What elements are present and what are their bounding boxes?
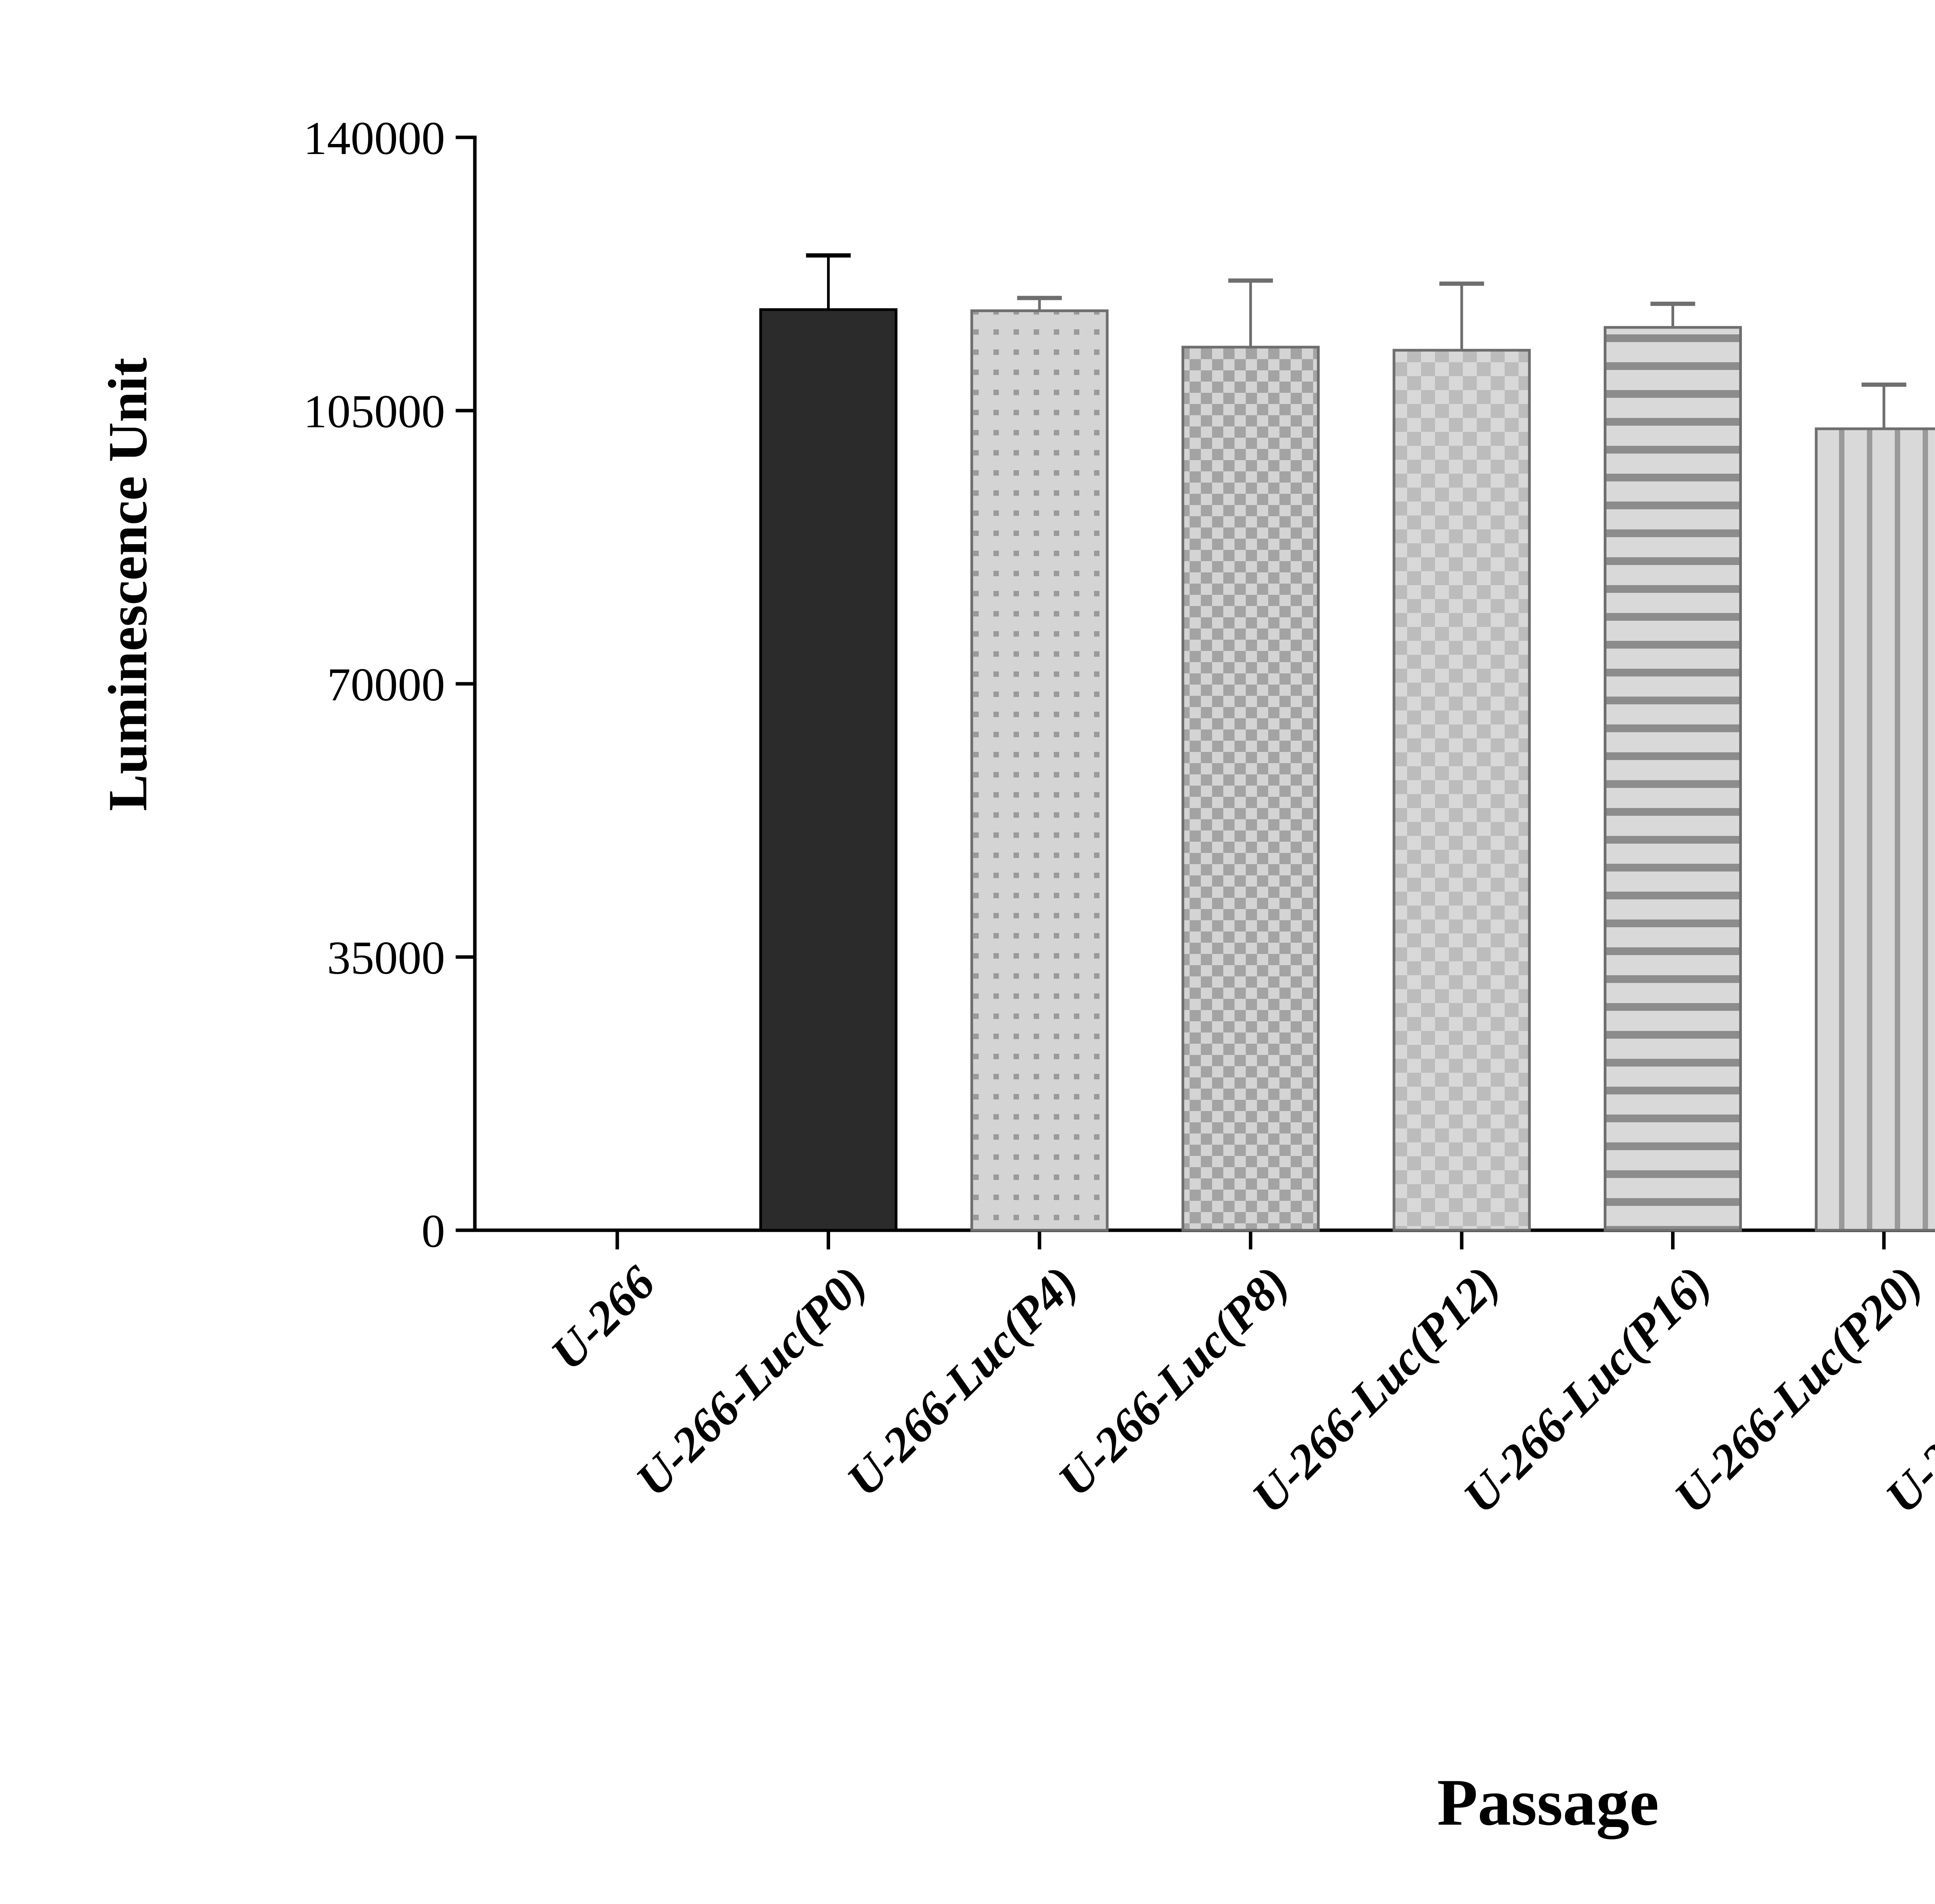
svg-text:0: 0: [421, 1205, 445, 1257]
svg-text:140000: 140000: [303, 112, 445, 164]
svg-text:70000: 70000: [327, 659, 445, 711]
svg-text:105000: 105000: [303, 385, 445, 438]
svg-text:35000: 35000: [327, 932, 445, 984]
